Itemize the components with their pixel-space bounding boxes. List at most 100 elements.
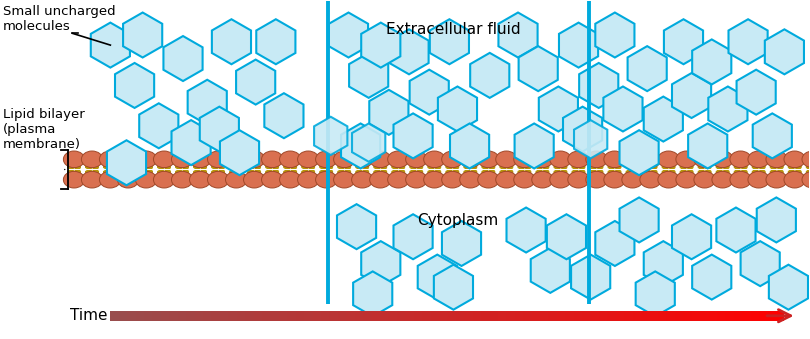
Ellipse shape — [424, 151, 445, 168]
Polygon shape — [91, 23, 130, 67]
Ellipse shape — [117, 171, 139, 188]
Polygon shape — [728, 19, 768, 64]
Polygon shape — [442, 221, 481, 266]
Polygon shape — [644, 241, 683, 286]
Ellipse shape — [352, 151, 373, 168]
Polygon shape — [693, 255, 731, 300]
Polygon shape — [329, 13, 368, 58]
Polygon shape — [434, 265, 473, 310]
Ellipse shape — [424, 171, 445, 188]
Ellipse shape — [568, 171, 589, 188]
Ellipse shape — [748, 151, 769, 168]
Ellipse shape — [81, 171, 103, 188]
Ellipse shape — [297, 151, 319, 168]
Ellipse shape — [369, 171, 391, 188]
Ellipse shape — [603, 151, 625, 168]
Polygon shape — [418, 255, 457, 300]
Polygon shape — [769, 265, 808, 310]
Polygon shape — [188, 80, 227, 125]
Polygon shape — [708, 86, 748, 132]
Ellipse shape — [244, 151, 265, 168]
Polygon shape — [636, 272, 675, 316]
Polygon shape — [394, 113, 433, 158]
Ellipse shape — [784, 171, 805, 188]
Ellipse shape — [460, 151, 481, 168]
Ellipse shape — [532, 171, 553, 188]
Polygon shape — [547, 214, 586, 259]
Polygon shape — [672, 73, 711, 118]
Ellipse shape — [63, 171, 85, 188]
Ellipse shape — [153, 171, 175, 188]
Polygon shape — [341, 123, 380, 168]
Polygon shape — [716, 207, 756, 253]
Polygon shape — [430, 19, 469, 64]
Text: Lipid bilayer
(plasma
membrane): Lipid bilayer (plasma membrane) — [3, 108, 85, 151]
Ellipse shape — [190, 171, 211, 188]
Polygon shape — [514, 123, 554, 168]
Polygon shape — [164, 36, 202, 81]
Polygon shape — [620, 197, 659, 242]
Ellipse shape — [172, 171, 193, 188]
Ellipse shape — [568, 151, 589, 168]
Ellipse shape — [135, 171, 157, 188]
Ellipse shape — [81, 151, 103, 168]
Polygon shape — [361, 241, 400, 286]
Polygon shape — [539, 86, 578, 132]
Polygon shape — [353, 272, 392, 316]
Ellipse shape — [225, 171, 247, 188]
Ellipse shape — [316, 151, 337, 168]
Ellipse shape — [712, 151, 733, 168]
Ellipse shape — [225, 151, 247, 168]
Ellipse shape — [532, 151, 553, 168]
Ellipse shape — [406, 151, 427, 168]
Polygon shape — [337, 204, 376, 249]
Ellipse shape — [297, 171, 319, 188]
Ellipse shape — [63, 151, 85, 168]
Ellipse shape — [658, 171, 679, 188]
Polygon shape — [688, 123, 727, 168]
Ellipse shape — [478, 171, 499, 188]
Polygon shape — [172, 120, 211, 165]
Ellipse shape — [244, 171, 265, 188]
Ellipse shape — [388, 171, 409, 188]
Ellipse shape — [262, 171, 283, 188]
Polygon shape — [595, 221, 634, 266]
Ellipse shape — [478, 151, 499, 168]
Ellipse shape — [496, 151, 517, 168]
Polygon shape — [256, 19, 296, 64]
Ellipse shape — [334, 151, 355, 168]
Ellipse shape — [586, 171, 608, 188]
Ellipse shape — [441, 171, 463, 188]
Polygon shape — [498, 13, 538, 58]
Polygon shape — [752, 113, 792, 158]
Ellipse shape — [207, 151, 228, 168]
Polygon shape — [518, 46, 558, 91]
Ellipse shape — [514, 151, 535, 168]
Ellipse shape — [622, 151, 643, 168]
Ellipse shape — [514, 171, 535, 188]
Polygon shape — [595, 13, 634, 58]
Polygon shape — [571, 255, 610, 300]
Ellipse shape — [802, 171, 810, 188]
Ellipse shape — [784, 151, 805, 168]
Ellipse shape — [730, 171, 751, 188]
Polygon shape — [349, 53, 388, 98]
Polygon shape — [220, 130, 259, 175]
Polygon shape — [644, 97, 683, 142]
Polygon shape — [757, 197, 796, 242]
Polygon shape — [693, 39, 731, 84]
Ellipse shape — [388, 151, 409, 168]
Ellipse shape — [441, 151, 463, 168]
Polygon shape — [740, 241, 780, 286]
Polygon shape — [123, 13, 162, 58]
Polygon shape — [200, 107, 239, 152]
Ellipse shape — [622, 171, 643, 188]
Ellipse shape — [135, 151, 157, 168]
Ellipse shape — [406, 171, 427, 188]
Polygon shape — [212, 19, 251, 64]
Polygon shape — [450, 123, 489, 168]
Polygon shape — [563, 107, 602, 152]
Ellipse shape — [550, 171, 571, 188]
Polygon shape — [672, 214, 711, 259]
Text: Extracellular fluid: Extracellular fluid — [386, 22, 521, 37]
